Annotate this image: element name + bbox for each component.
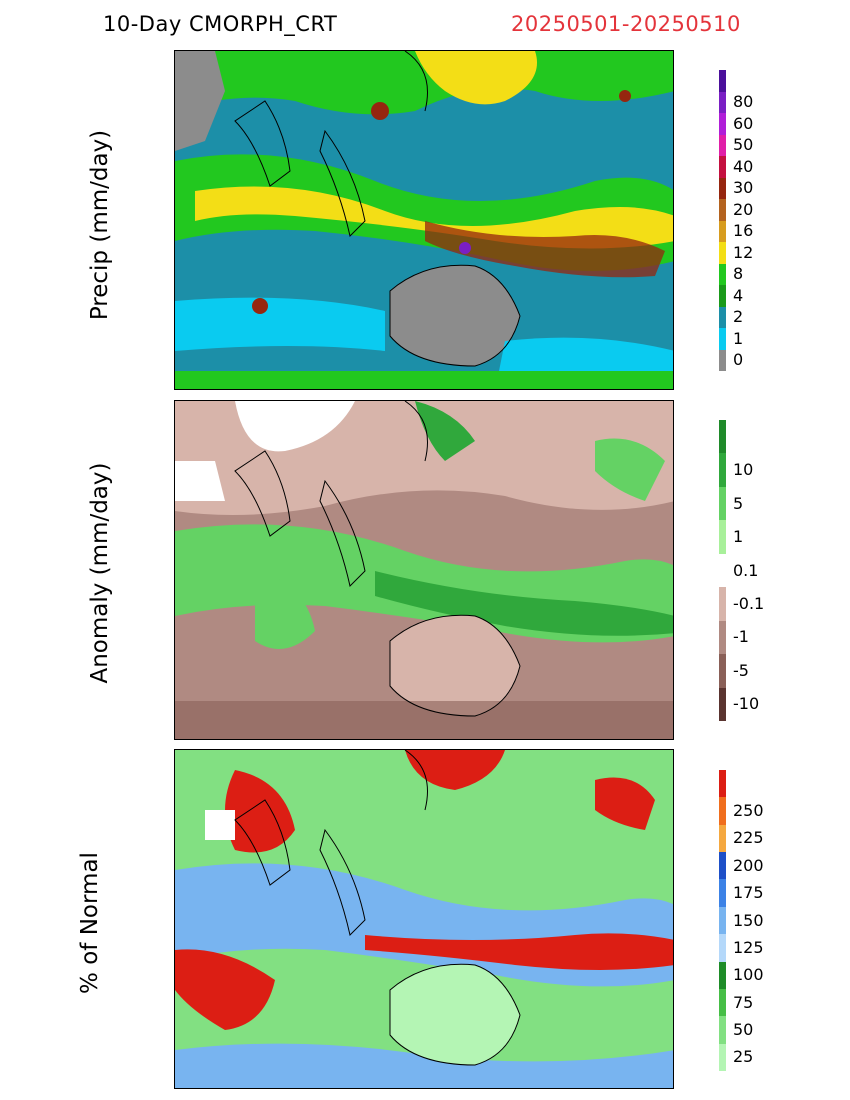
colorbar-tick-label: 12 xyxy=(733,242,754,262)
colorbar-tick-label: 175 xyxy=(733,883,764,903)
precip-ylabel: Precip (mm/day) xyxy=(87,129,113,321)
colorbar-tick-label: 250 xyxy=(733,801,764,821)
colorbar-tick-label: 75 xyxy=(733,992,754,1012)
colorbar-segment xyxy=(719,654,726,688)
colorbar-segment xyxy=(719,906,726,935)
colorbar-segment xyxy=(719,328,726,350)
colorbar-segment xyxy=(719,520,726,554)
colorbar-segment xyxy=(719,113,726,135)
colorbar-segment xyxy=(719,306,726,328)
colorbar-tick-label: 30 xyxy=(733,178,754,198)
colorbar-tick-label: 10 xyxy=(733,460,754,480)
colorbar-segment xyxy=(719,177,726,199)
colorbar-tick-label: 1 xyxy=(733,328,744,348)
anomaly-colorbar xyxy=(719,420,726,721)
colorbar-segment xyxy=(719,242,726,264)
colorbar-segment xyxy=(719,70,726,92)
colorbar-tick-label: 8 xyxy=(733,264,744,284)
colorbar-segment xyxy=(719,587,726,621)
colorbar-segment xyxy=(719,453,726,487)
colorbar-segment xyxy=(719,349,726,371)
colorbar-tick-label: 60 xyxy=(733,113,754,133)
colorbar-segment xyxy=(719,285,726,307)
colorbar-tick-label: 50 xyxy=(733,1019,754,1039)
colorbar-tick-label: 0 xyxy=(733,350,744,370)
colorbar-tick-label: 80 xyxy=(733,92,754,112)
colorbar-tick-label: 125 xyxy=(733,937,764,957)
colorbar-segment xyxy=(719,852,726,880)
colorbar-segment xyxy=(719,687,726,721)
colorbar-tick-label: 50 xyxy=(733,135,754,155)
colorbar-segment xyxy=(719,824,726,853)
colorbar-segment xyxy=(719,770,726,798)
percent-ylabel: % of Normal xyxy=(77,852,103,994)
colorbar-tick-label: 4 xyxy=(733,285,744,305)
colorbar-segment xyxy=(719,1016,726,1044)
colorbar-tick-label: 2 xyxy=(733,307,744,327)
colorbar-segment xyxy=(719,156,726,178)
colorbar-segment xyxy=(719,553,726,588)
colorbar-segment xyxy=(719,934,726,962)
colorbar-tick-label: 40 xyxy=(733,156,754,176)
precip-map xyxy=(174,50,674,390)
percent-normal-map xyxy=(174,749,674,1089)
colorbar-tick-label: 20 xyxy=(733,199,754,219)
colorbar-tick-label: -0.1 xyxy=(733,593,765,613)
colorbar-segment xyxy=(719,620,726,655)
colorbar-segment xyxy=(719,486,726,521)
colorbar-tick-label: 225 xyxy=(733,828,764,848)
colorbar-segment xyxy=(719,879,726,907)
colorbar-segment xyxy=(719,91,726,113)
colorbar-tick-label: 1 xyxy=(733,527,744,547)
colorbar-segment xyxy=(719,420,726,454)
colorbar-segment xyxy=(719,134,726,156)
colorbar-segment xyxy=(719,263,726,285)
colorbar-tick-label: -10 xyxy=(733,694,760,714)
colorbar-tick-label: 25 xyxy=(733,1047,754,1067)
chart-title: 10-Day CMORPH_CRT xyxy=(103,12,338,36)
precip-colorbar xyxy=(719,70,726,371)
percent-normal-colorbar xyxy=(719,770,726,1071)
colorbar-tick-label: 16 xyxy=(733,221,754,241)
colorbar-tick-label: 100 xyxy=(733,965,764,985)
colorbar-tick-label: 200 xyxy=(733,855,764,875)
colorbar-segment xyxy=(719,961,726,989)
colorbar-tick-label: -1 xyxy=(733,627,749,647)
colorbar-segment xyxy=(719,220,726,242)
colorbar-tick-label: 150 xyxy=(733,910,764,930)
colorbar-tick-label: 5 xyxy=(733,493,744,513)
colorbar-segment xyxy=(719,199,726,221)
colorbar-tick-label: 0.1 xyxy=(733,560,759,580)
anomaly-map xyxy=(174,400,674,740)
colorbar-tick-label: -5 xyxy=(733,660,749,680)
colorbar-segment xyxy=(719,988,726,1017)
colorbar-segment xyxy=(719,797,726,825)
colorbar-segment xyxy=(719,1043,726,1071)
date-range: 20250501-20250510 xyxy=(511,12,741,36)
anomaly-ylabel: Anomaly (mm/day) xyxy=(87,462,113,684)
